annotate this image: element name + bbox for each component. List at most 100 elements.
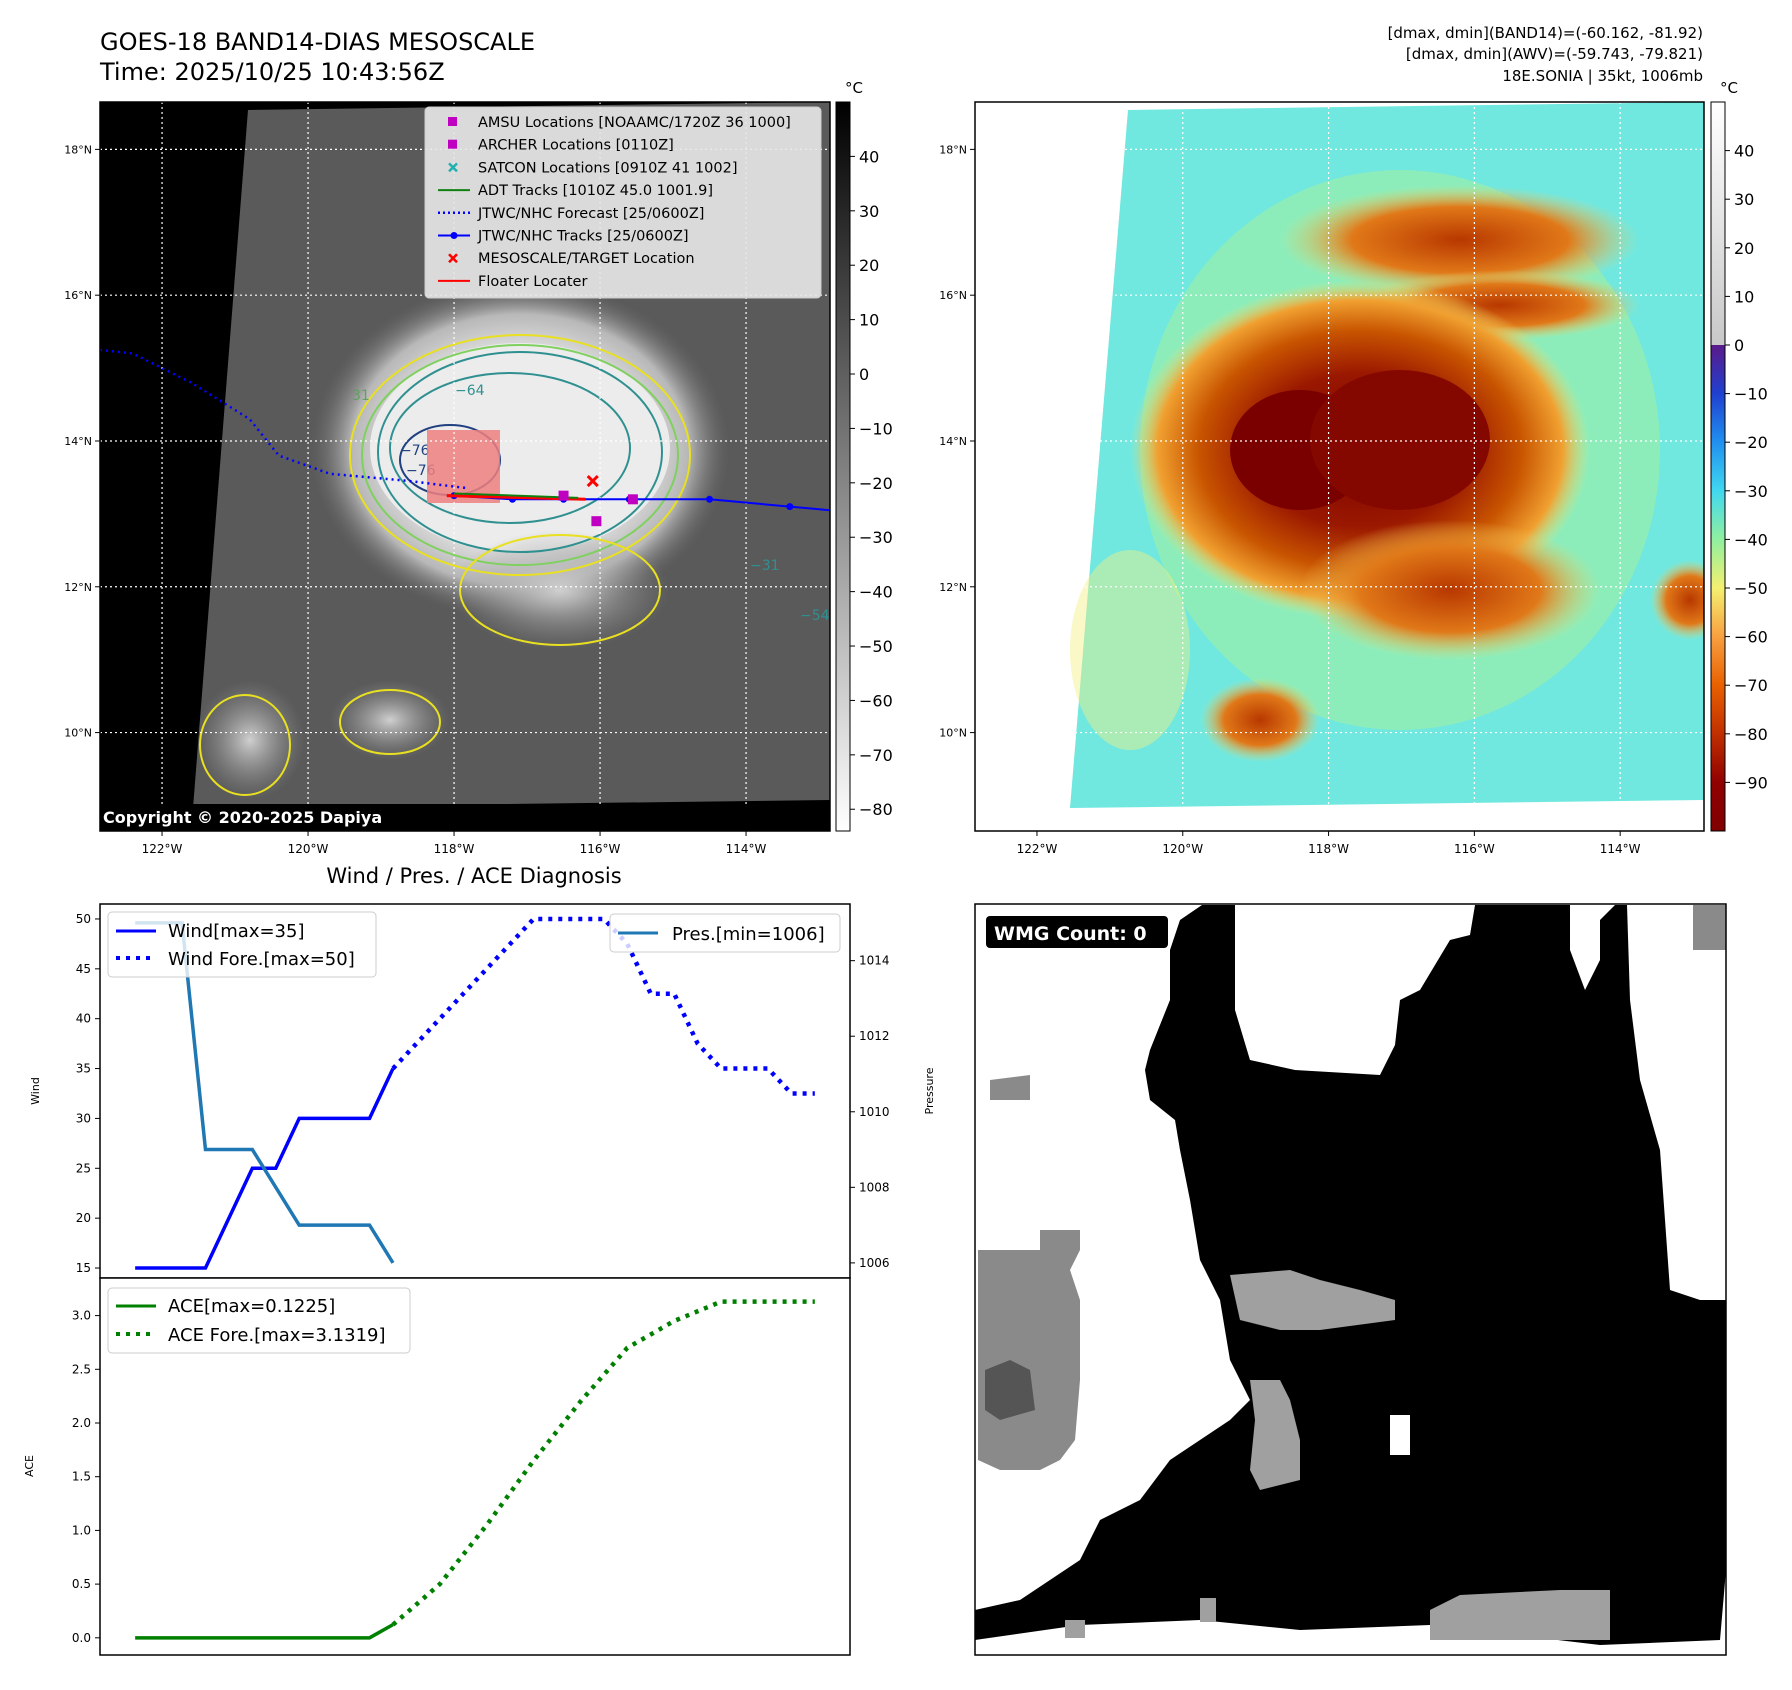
colorbar-color-unit: °C [1720,79,1738,97]
wmg-white-hole-north [1240,905,1380,1060]
jtwc-forecast-track [100,348,469,490]
ir-blob-southwest [330,680,450,760]
ace-ytick-label: 2.0 [72,1416,91,1430]
pressure-ytick-label: 1008 [859,1180,890,1194]
lat-label: 16°N [64,289,92,302]
wmg-dark-gray-west [985,1360,1035,1420]
amsu-archer-marker [627,494,638,505]
legend-item-label: JTWC/NHC Forecast [25/0600Z] [477,206,704,222]
colorbar-tick-label: −70 [1734,676,1768,695]
awv-map-lon-labels: 122°W 120°W 118°W 116°W 114°W [1017,831,1641,856]
legend-box [424,106,822,299]
jtwc-track-point [706,495,714,503]
ir-map-lon-labels: 122°W 120°W 118°W 116°W 114°W [142,831,767,856]
ir-contour-w-yellow [199,694,291,796]
colorbar-tick-label: −80 [1734,725,1768,744]
colorbar-tick-label: −20 [859,474,893,493]
wmg-count-badge [986,916,1168,948]
contour-label: −54 [800,608,830,624]
ir-contour-teal-outer [377,351,663,553]
contour-label: −31 [750,558,780,574]
colorbar-tick-label: −30 [1734,482,1768,501]
colorbar-tick-label: −50 [1734,579,1768,598]
wmg-gray-small-nw [990,1075,1030,1100]
ace-fore-legend-label: ACE Fore.[max=3.1319] [168,1325,386,1346]
ace-ytick-label: 0.0 [72,1631,91,1645]
wind-ytick-label: 50 [76,912,91,926]
wmg-gray-west [978,1230,1080,1470]
adt-track-line [454,492,579,499]
wind-fore-legend-label: Wind Fore.[max=50] [168,949,355,970]
lon-label: 118°W [1308,842,1349,856]
colorbar-tick-label: 0 [859,365,869,384]
ir-contour-sw-yellow [339,689,441,755]
awv-map-gridlines [975,102,1704,831]
colorbar-tick-label: −70 [859,746,893,765]
lon-label: 120°W [288,842,329,856]
ace-legend-label: ACE[max=0.1225] [168,1296,335,1317]
wind-ytick-label: 30 [76,1111,91,1125]
colorbar-tick-label: 10 [859,311,879,330]
ir-blob-west [195,680,305,800]
wind-legend: Wind[max=35] Wind Fore.[max=50] [107,911,377,978]
legend-marker-x [448,162,458,173]
ace-chart: 0.0 0.5 1.0 1.5 2.0 2.5 3.0 ACE ACE[max=0.1225… [23,1277,851,1656]
pressure-legend: Pres.[min=1006] [609,913,841,953]
ace-ytick-label: 3.0 [72,1309,91,1323]
awv-map-panel: 18°N 16°N 14°N 12°N 10°N 122°W 120°W 118°W 116°… [939,101,1705,856]
lat-label: 12°N [939,581,967,594]
lon-label: 120°W [1162,842,1203,856]
ir-map-lat-labels: 18°N 16°N 14°N 12°N 10°N [64,143,100,740]
lat-label: 16°N [939,289,967,302]
pressure-ytick-label: 1006 [859,1256,890,1270]
lat-label: 18°N [64,143,92,156]
colorbar-tick-label: 40 [859,147,879,166]
wind-ytick-label: 15 [76,1261,91,1275]
legend-item-label: JTWC/NHC Tracks [25/0600Z] [477,229,689,245]
wind-ytick-label: 35 [76,1062,91,1076]
mesoscale-target-box [427,430,500,503]
colorbar-tick-label: −10 [1734,385,1768,404]
wmg-white-speck [1390,1415,1410,1455]
legend-item-label: SATCON Locations [0910Z 41 1002] [478,160,737,176]
ir-map-panel: 31 −64 −76 −76 −31 −54 Copyright © 2020-… [64,101,831,856]
lat-label: 10°N [939,727,967,740]
lon-label: 118°W [434,842,475,856]
mesoscale-target-marker [586,475,599,488]
colorbar-tick-label: −50 [859,637,893,656]
wmg-light-gray-mid [1230,1270,1395,1330]
amsu-archer-marker [591,516,602,527]
lon-label: 122°W [1017,842,1058,856]
colorbar-tick-label: −90 [1734,773,1768,792]
colorbar-tick-label: 0 [1734,336,1744,355]
awv-cold-core-east [1310,370,1490,510]
colorbar-gray-bar [835,101,851,832]
awv-blob-southwest [1200,678,1320,762]
wmg-black-region [975,905,1726,1645]
jtwc-track-point [786,503,794,511]
contour-label: −76 [400,443,430,459]
pressure-ytick-label: 1012 [859,1029,890,1043]
contour-label: 31 [352,388,370,404]
lon-label: 114°W [1600,842,1641,856]
wmg-gray-south-small-2 [1065,1620,1085,1638]
awv-band-north [1280,185,1640,295]
legend-item-label: Floater Locater [478,274,587,290]
awv-blob-east [1650,560,1704,640]
lat-label: 14°N [64,435,92,448]
ir-contour-south-yellow [459,534,661,646]
pressure-ytick-label: 1010 [859,1105,890,1119]
colorbar-tick-label: −10 [859,419,893,438]
ace-forecast-series-line [391,1299,815,1627]
wind-ytick-label: 25 [76,1161,91,1175]
pressure-legend-label: Pres.[min=1006] [672,924,825,945]
colorbar-tick-label: 20 [859,256,879,275]
colorbar-color-cold-segment [1711,345,1725,831]
colorbar-tick-label: 40 [1734,142,1754,161]
lat-label: 14°N [939,435,967,448]
colorbar-tick-label: −30 [859,528,893,547]
colorbar-tick-label: −40 [859,583,893,602]
colorbar-tick-label: 20 [1734,239,1754,258]
ace-legend-box [107,1287,411,1354]
lon-label: 114°W [726,842,767,856]
